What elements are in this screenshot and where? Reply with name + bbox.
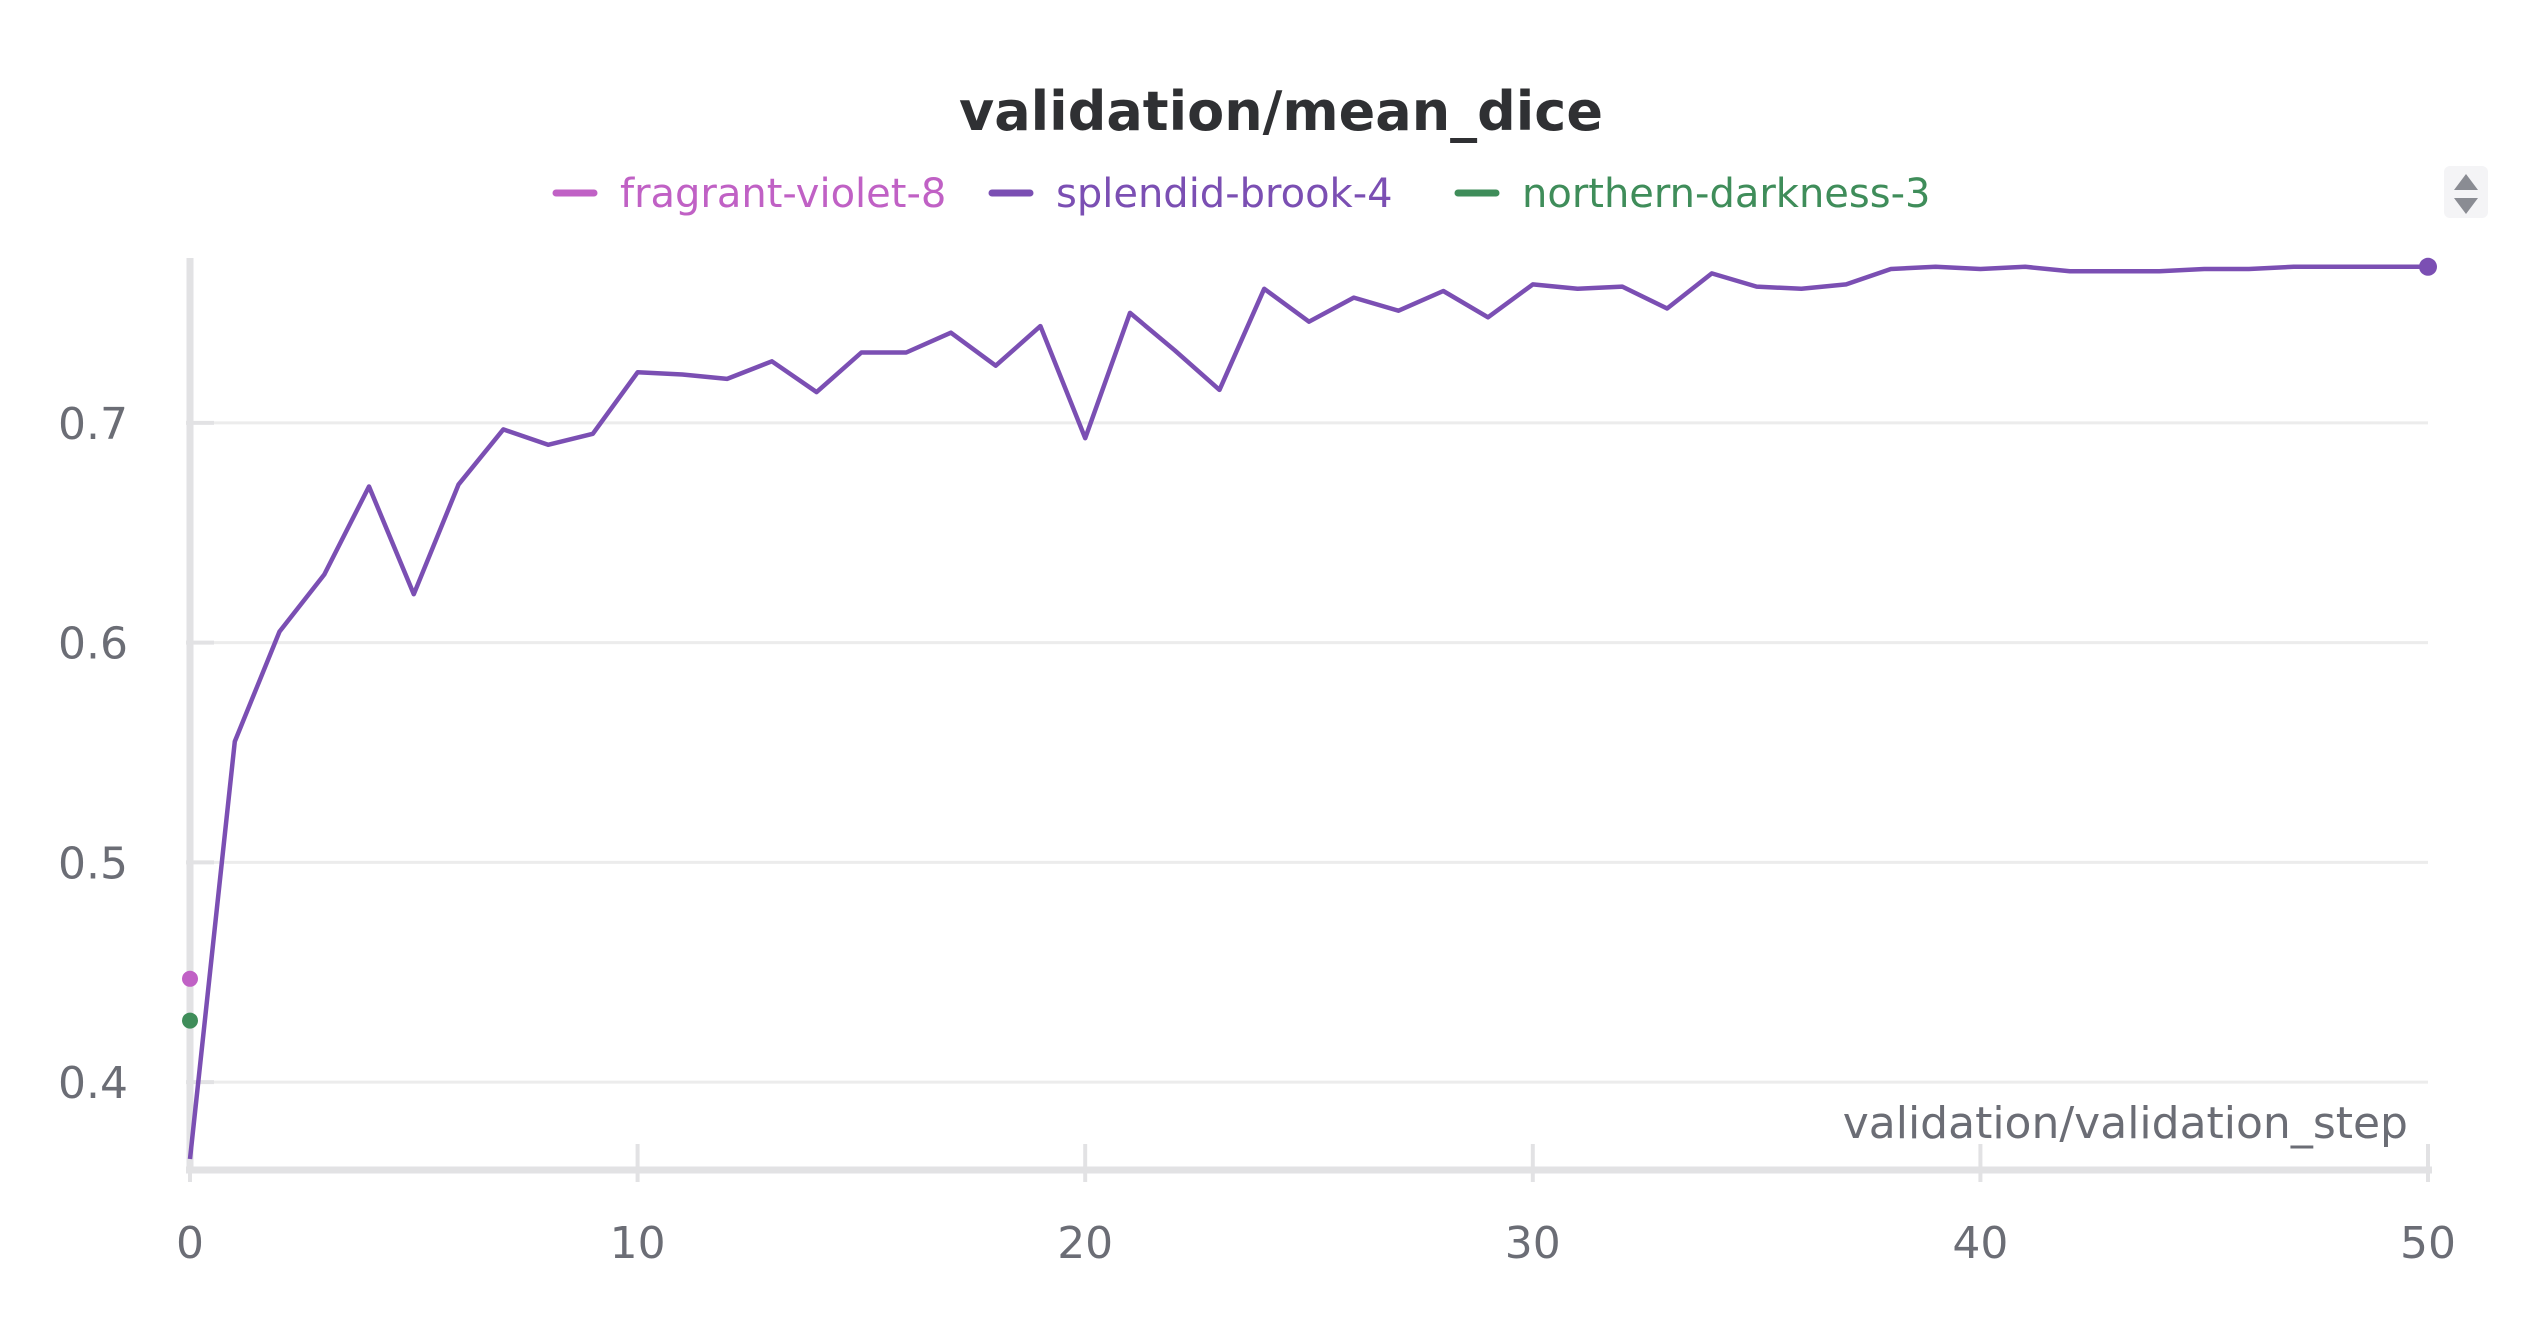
legend-item-splendid-brook-4[interactable]: splendid-brook-4 [988,171,1393,217]
data-point[interactable] [182,970,198,987]
series-splendid-brook-4 [187,257,2437,1160]
series-northern-darkness-3 [182,1012,198,1029]
plot-series [182,257,2437,1160]
legend-label: splendid-brook-4 [1056,171,1393,217]
data-point[interactable] [182,1012,198,1029]
gridlines [190,421,2428,1084]
y-axis-ticks: 0.4 0.5 0.6 0.7 [58,399,214,1109]
x-tick-label: 20 [1057,1218,1113,1269]
y-tick-label: 0.7 [58,399,128,450]
legend-item-fragrant-violet-8[interactable]: fragrant-violet-8 [552,171,946,217]
y-tick-label: 0.6 [58,619,128,670]
x-tick-label: 0 [176,1218,204,1269]
x-axis-title: validation/validation_step [1843,1098,2408,1149]
axes [186,258,2432,1174]
legend-label: fragrant-violet-8 [620,171,946,217]
x-tick-label: 40 [1952,1218,2008,1269]
series-line [187,264,2428,1160]
legend-item-northern-darkness-3[interactable]: northern-darkness-3 [1454,171,1930,217]
x-tick-label: 30 [1505,1218,1561,1269]
chevron-up-icon[interactable] [2454,174,2478,190]
y-tick-label: 0.4 [58,1058,128,1109]
y-tick-label: 0.5 [58,838,128,889]
x-tick-label: 10 [610,1218,666,1269]
series-end-point[interactable] [2419,257,2437,276]
legend-scroll-control[interactable] [2444,166,2488,218]
x-axis-ticks: 0 10 20 30 40 50 [176,1144,2456,1269]
x-tick-label: 50 [2400,1218,2456,1269]
legend-label: northern-darkness-3 [1522,171,1930,217]
chart-title: validation/mean_dice [959,80,1603,143]
chevron-down-icon[interactable] [2454,198,2478,214]
series-fragrant-violet-8 [182,970,198,987]
legend[interactable]: fragrant-violet-8 splendid-brook-4 norther… [552,171,1930,217]
